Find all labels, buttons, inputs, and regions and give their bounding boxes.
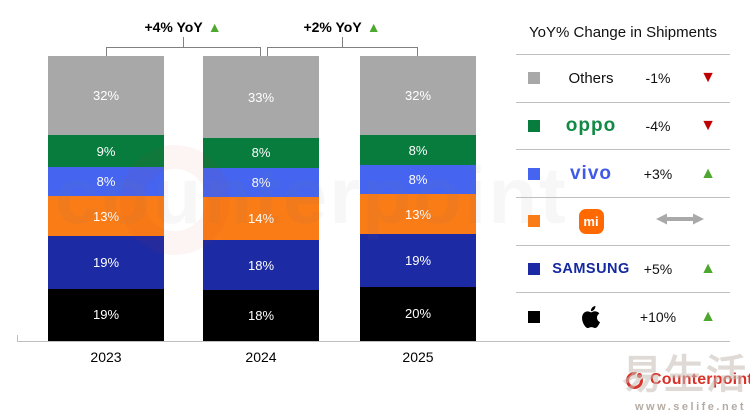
flat-double-arrow-icon <box>656 212 704 231</box>
yoy-bracket <box>267 47 268 57</box>
vivo-swatch <box>528 167 540 180</box>
legend-row-oppo: oppo -4% ▼ <box>516 103 730 151</box>
bar-segment-vivo: 8% <box>360 164 476 195</box>
samsung-logo: SAMSUNG <box>552 260 630 277</box>
down-triangle-icon: ▼ <box>700 116 716 134</box>
xiaomi-swatch <box>528 215 540 228</box>
counterpoint-logo: Counterpoint <box>626 368 750 389</box>
bar-segment-apple: 19% <box>48 288 164 341</box>
bar-segment-value: 18% <box>247 308 275 324</box>
others-swatch <box>528 72 540 85</box>
bar-segment-vivo: 8% <box>48 166 164 197</box>
bar-segment-value: 13% <box>404 206 432 222</box>
bar-segment-value: 19% <box>92 254 120 270</box>
legend: YoY% Change in Shipments Others -1% ▼ op… <box>516 15 730 341</box>
up-triangle-icon: ▲ <box>366 19 381 35</box>
x-axis-line <box>17 341 730 342</box>
bar-segment-others: 33% <box>203 56 319 138</box>
oppo-change-value: -4% <box>645 117 671 134</box>
apple-swatch <box>528 311 540 324</box>
bar-segment-value: 9% <box>96 143 116 159</box>
up-triangle-icon: ▲ <box>700 259 716 277</box>
oppo-logo: oppo <box>565 114 617 136</box>
up-triangle-icon: ▲ <box>207 19 222 35</box>
counterpoint-logo-icon <box>626 368 646 389</box>
bar-segment-xiaomi: 13% <box>360 194 476 235</box>
counterpoint-logo-text: Counterpoint <box>650 371 750 388</box>
yoy-bracket <box>106 47 261 48</box>
bar-segment-value: 13% <box>92 208 120 224</box>
bar-segment-oppo: 9% <box>48 135 164 167</box>
yoy-annotation-label: +4% YoY <box>144 19 203 35</box>
bar-segment-samsung: 19% <box>360 234 476 287</box>
x-axis-label-2025: 2025 <box>402 349 434 365</box>
bar-segment-value: 19% <box>92 307 120 323</box>
bar-segment-value: 8% <box>251 145 271 161</box>
legend-title: YoY% Change in Shipments <box>516 15 730 55</box>
x-axis-tick <box>17 335 18 342</box>
bar-segment-xiaomi: 14% <box>203 197 319 240</box>
up-triangle-icon: ▲ <box>700 164 716 182</box>
bar-segment-oppo: 8% <box>203 138 319 168</box>
stacked-bar-2023: 32% 9% 8% 13% 19% 19% <box>48 56 164 341</box>
legend-row-xiaomi: mi <box>516 198 730 246</box>
bar-segment-value: 8% <box>251 175 271 191</box>
stacked-bar-2024: 33% 8% 8% 14% 18% 18% <box>203 56 319 342</box>
x-axis-label-2023: 2023 <box>90 349 122 365</box>
yoy-annotation-label: +2% YoY <box>303 19 362 35</box>
yoy-bracket <box>260 47 261 57</box>
oppo-swatch <box>528 119 540 132</box>
others-change-value: -1% <box>645 70 671 87</box>
down-triangle-icon: ▼ <box>700 69 716 87</box>
yoy-bracket <box>106 47 107 57</box>
bar-segment-value: 33% <box>247 89 275 105</box>
legend-row-vivo: vivo +3% ▲ <box>516 150 730 198</box>
bar-segment-value: 8% <box>408 142 428 158</box>
legend-row-others: Others -1% ▼ <box>516 55 730 103</box>
bar-segment-others: 32% <box>360 56 476 136</box>
bar-segment-samsung: 19% <box>48 236 164 289</box>
xiaomi-mi-logo: mi <box>578 208 604 234</box>
yoy-bracket <box>183 37 184 47</box>
vivo-change-value: +3% <box>643 165 673 182</box>
bar-segment-value: 18% <box>247 257 275 273</box>
yoy-bracket <box>342 37 343 47</box>
x-axis-label-2024: 2024 <box>245 349 277 365</box>
legend-row-samsung: SAMSUNG +5% ▲ <box>516 246 730 294</box>
up-triangle-icon: ▲ <box>700 308 716 326</box>
bar-segment-xiaomi: 13% <box>48 196 164 237</box>
yoy-annotation-2024-2025: +2% YoY ▲ <box>267 19 417 35</box>
bar-segment-value: 19% <box>404 252 432 268</box>
legend-row-apple: +10% ▲ <box>516 293 730 341</box>
apple-logo-icon <box>580 304 602 330</box>
apple-change-value: +10% <box>639 309 677 326</box>
samsung-change-value: +5% <box>643 260 673 277</box>
samsung-swatch <box>528 262 540 275</box>
bar-segment-others: 32% <box>48 56 164 136</box>
vivo-logo: vivo <box>569 162 613 184</box>
bar-segment-value: 8% <box>408 172 428 188</box>
site-watermark-url: www.selife.net <box>634 401 746 413</box>
bar-segment-apple: 18% <box>203 290 319 342</box>
yoy-bracket <box>267 47 418 48</box>
bar-segment-value: 32% <box>404 88 432 104</box>
bar-segment-apple: 20% <box>360 286 476 341</box>
bar-segment-value: 20% <box>404 306 432 322</box>
bar-segment-value: 8% <box>96 174 116 190</box>
others-label: Others <box>568 69 614 87</box>
bar-segment-vivo: 8% <box>203 167 319 198</box>
bar-segment-value: 14% <box>247 211 275 227</box>
bar-segment-samsung: 18% <box>203 239 319 291</box>
bar-segment-value: 32% <box>92 88 120 104</box>
yoy-bracket <box>417 47 418 57</box>
bar-segment-oppo: 8% <box>360 135 476 165</box>
stacked-bar-2025: 32% 8% 8% 13% 19% 20% <box>360 56 476 341</box>
yoy-annotation-2023-2024: +4% YoY ▲ <box>108 19 258 35</box>
